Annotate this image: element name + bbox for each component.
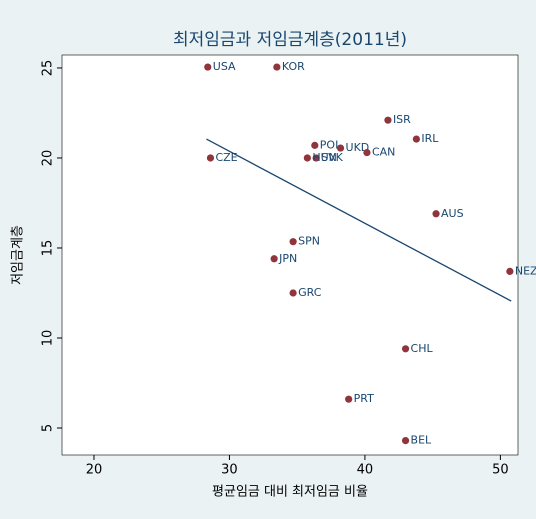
x-axis-label: 평균임금 대비 최저임금 비율 xyxy=(212,485,368,500)
point-label: CAN xyxy=(372,146,395,159)
point-label: IRL xyxy=(421,132,439,145)
point-label: SPN xyxy=(298,235,320,248)
point xyxy=(289,238,297,246)
y-tick-label: 20 xyxy=(41,150,56,167)
y-tick-label: 10 xyxy=(41,330,56,347)
point-label: CZE xyxy=(215,151,237,164)
x-tick-label: 40 xyxy=(357,463,374,478)
point xyxy=(506,267,514,275)
point-label: KOR xyxy=(282,60,305,73)
point-label: ISR xyxy=(393,113,411,126)
point-label: HUN xyxy=(312,151,337,164)
point xyxy=(206,154,215,162)
point xyxy=(384,116,392,124)
point xyxy=(336,144,345,152)
x-tick-label: 20 xyxy=(86,463,103,478)
point-label: CHL xyxy=(411,342,434,355)
point xyxy=(412,135,420,143)
point xyxy=(270,255,278,263)
y-tick-label: 5 xyxy=(41,424,56,432)
point-label: PRT xyxy=(354,392,374,405)
point xyxy=(432,210,440,218)
point xyxy=(401,436,410,445)
y-tick-label: 25 xyxy=(41,60,56,77)
point xyxy=(312,154,320,162)
x-tick-label: 50 xyxy=(492,463,509,478)
fit-line xyxy=(206,138,512,302)
y-axis-label: 저임금계층 xyxy=(11,225,26,285)
y-tick-label: 15 xyxy=(41,240,56,257)
point-label: SVK xyxy=(321,151,344,164)
point xyxy=(311,141,319,149)
point xyxy=(273,63,281,71)
point-label: USA xyxy=(213,60,236,73)
point-label: JPN xyxy=(278,252,297,265)
point xyxy=(204,63,212,71)
chart-title: 최저임금과 저임금계층(2011년) xyxy=(173,30,407,50)
point xyxy=(363,148,371,157)
point-label: POL xyxy=(320,138,342,151)
point-label: BEL xyxy=(411,434,432,447)
point xyxy=(303,154,311,162)
point xyxy=(345,395,353,403)
x-tick-label: 30 xyxy=(221,463,238,478)
point-label: UKD xyxy=(346,141,370,154)
point-label: NEZ xyxy=(515,264,536,277)
point-label: AUS xyxy=(441,207,464,220)
point-label: GRC xyxy=(298,286,322,299)
point xyxy=(401,345,410,353)
point xyxy=(289,289,297,297)
plot-area xyxy=(61,54,519,456)
